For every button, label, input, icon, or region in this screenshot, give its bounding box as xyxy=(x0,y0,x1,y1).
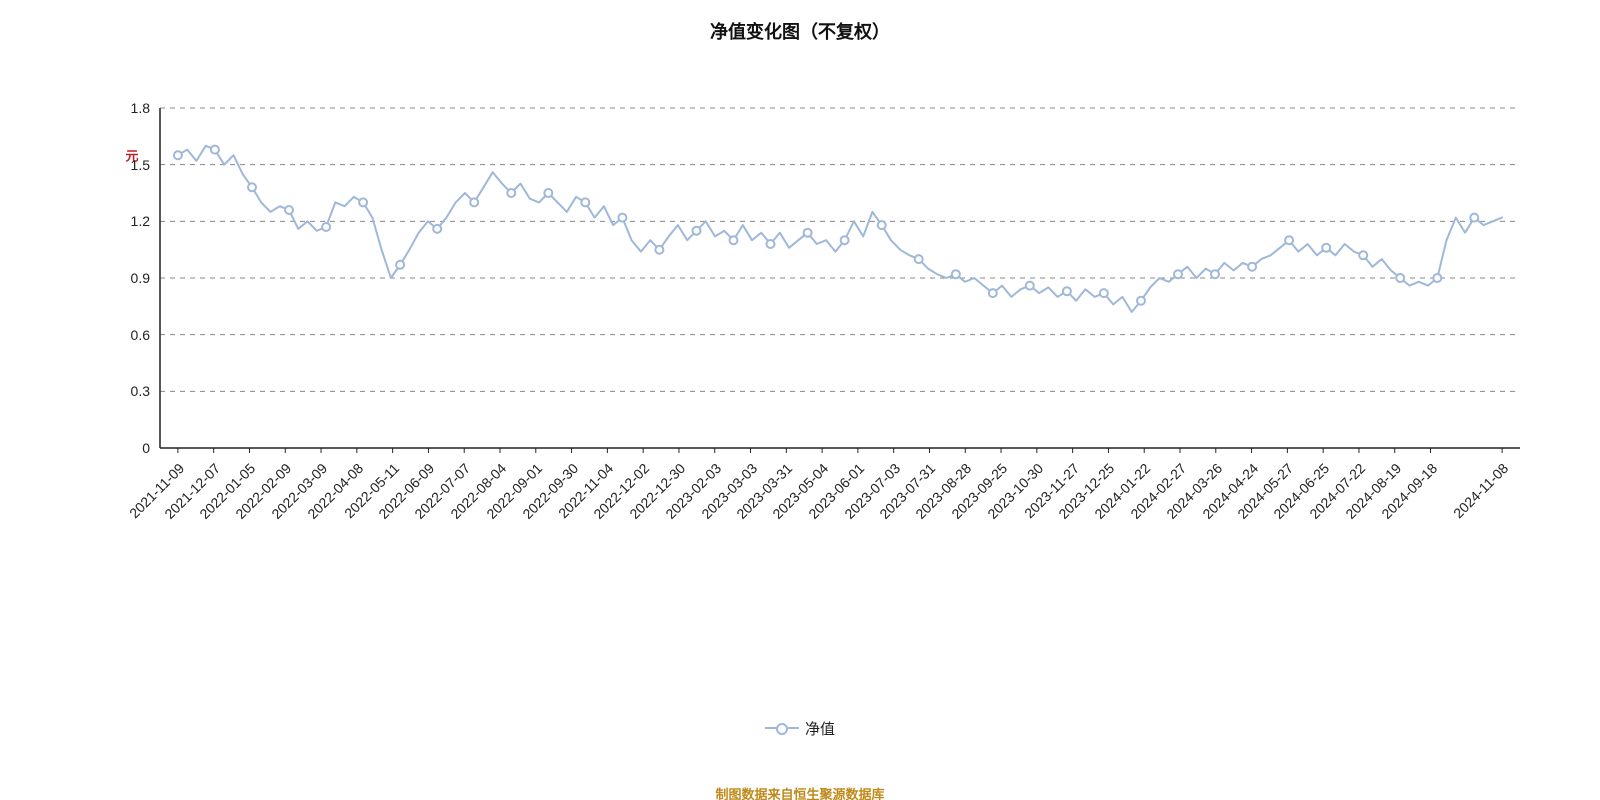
y-tick-label: 0.6 xyxy=(110,327,150,343)
chart-legend: 净值 xyxy=(0,716,1600,739)
chart-title: 净值变化图（不复权） xyxy=(0,18,1600,44)
chart-plot xyxy=(150,98,1530,458)
y-tick-label: 1.2 xyxy=(110,213,150,229)
x-tick-label: 2024-11-08 xyxy=(1450,460,1511,521)
y-tick-label: 1.8 xyxy=(110,100,150,116)
legend-line-icon xyxy=(765,727,799,729)
y-tick-label: 0 xyxy=(110,440,150,456)
legend-item-net-value: 净值 xyxy=(765,718,835,739)
legend-label: 净值 xyxy=(805,718,835,739)
y-tick-label: 0.3 xyxy=(110,383,150,399)
y-tick-label: 0.9 xyxy=(110,270,150,286)
legend-marker-icon xyxy=(776,723,788,735)
chart-container: 净值变化图（不复权） 元 00.30.60.91.21.51.8 2021-11… xyxy=(0,0,1600,800)
chart-footer: 制图数据来自恒生聚源数据库 xyxy=(0,784,1600,800)
y-tick-label: 1.5 xyxy=(110,157,150,173)
